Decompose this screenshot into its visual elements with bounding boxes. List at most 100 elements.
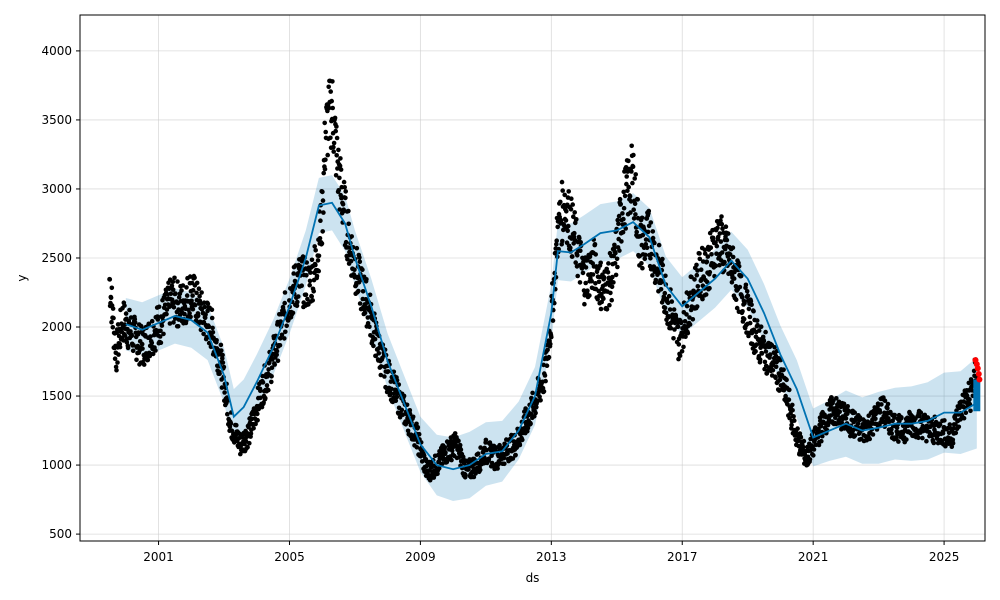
observed-point [376,351,382,356]
observed-point [323,157,328,162]
observed-point [807,457,813,462]
observed-point [394,394,400,400]
observed-point [619,239,624,244]
observed-point [666,293,672,299]
observed-point [360,289,366,294]
observed-point [149,340,155,346]
observed-point [665,300,671,306]
observed-point [746,306,752,312]
observed-point [210,330,216,335]
observed-point [843,416,849,421]
observed-point [378,372,384,378]
observed-point [148,334,153,339]
observed-point [968,408,973,414]
observed-point [629,169,634,174]
observed-point [697,251,702,256]
observed-point [536,389,541,395]
observed-point [596,279,602,285]
observed-point [194,280,200,286]
observed-point [593,281,598,286]
observed-point [709,252,714,257]
observed-point [320,198,326,203]
observed-point [598,260,603,266]
observed-point [660,256,665,262]
observed-point [566,189,571,194]
observed-point [773,375,778,381]
observed-point [631,207,636,212]
observed-point [305,296,310,302]
observed-point [360,267,365,273]
observed-point [819,438,824,444]
observed-point [713,263,719,269]
observed-point [801,438,807,444]
observed-point [837,409,842,415]
observed-point [560,238,565,244]
observed-point [357,259,363,265]
observed-point [707,285,712,291]
y-tick-label: 500 [49,527,72,541]
observed-point [749,302,754,308]
observed-point [622,193,628,199]
observed-point [219,385,225,390]
observed-point [322,166,328,172]
observed-point [714,243,720,249]
observed-point [310,298,316,303]
observed-point [714,251,719,256]
observed-point [307,278,313,284]
observed-point [626,184,631,190]
observed-point [700,296,705,302]
observed-point [702,251,708,256]
observed-point [885,405,890,411]
observed-point [299,259,305,264]
observed-point [762,359,768,365]
observed-point [338,167,344,172]
observed-point [698,267,704,273]
observed-point [684,303,690,309]
observed-point [150,351,156,357]
observed-point [478,445,483,450]
observed-point [141,362,147,367]
observed-point [604,307,610,312]
observed-point [180,283,186,288]
observed-point [720,226,725,231]
observed-point [739,294,745,300]
observed-point [633,172,638,177]
observed-point [632,176,637,181]
observed-point [607,302,612,308]
observed-point [950,437,956,443]
observed-point [266,367,271,372]
observed-point [176,294,182,300]
observed-point [364,277,369,282]
observed-point [582,301,587,307]
observed-point [574,217,579,222]
observed-point [677,353,683,359]
observed-point [787,415,792,421]
x-tick-label: 2025 [929,550,960,564]
observed-point [772,345,777,350]
test-points [972,357,983,412]
observed-point [644,245,650,251]
observed-point [583,280,588,286]
observed-point [575,253,580,258]
observed-point [266,387,271,393]
observed-point [643,242,649,247]
observed-point [290,310,296,316]
observed-point [542,373,548,378]
observed-point [328,135,333,141]
observed-point [190,306,196,312]
observed-point [685,330,691,336]
x-tick-label: 2013 [536,550,567,564]
observed-point [164,311,169,317]
observed-point [139,341,145,347]
observed-point [458,447,464,453]
observed-point [676,342,682,347]
observed-point [337,163,343,169]
y-axis-ticks: 500 1000 1500 2000 2500 3000 3500 4000 [41,44,80,541]
observed-point [294,303,300,309]
observed-point [786,397,792,403]
observed-point [662,305,668,311]
observed-point [168,291,174,297]
observed-point [308,270,313,275]
observed-point [320,189,325,195]
observed-point [269,374,274,379]
